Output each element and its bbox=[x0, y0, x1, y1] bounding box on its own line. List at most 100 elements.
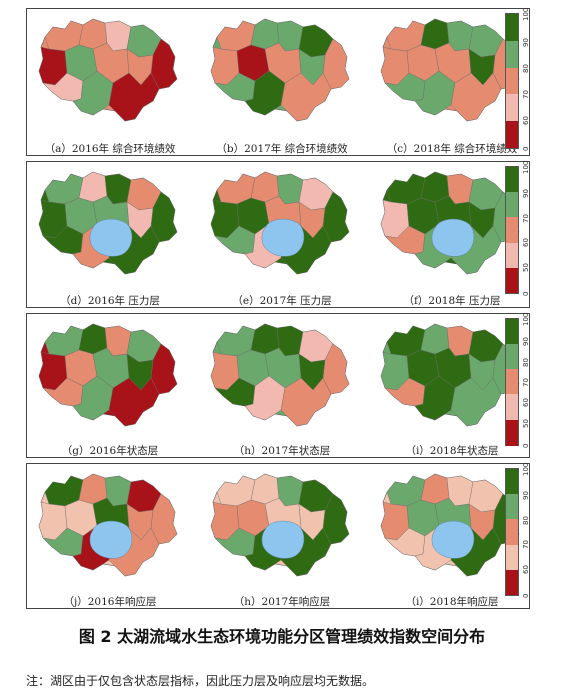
district-area bbox=[420, 323, 450, 355]
district-area bbox=[450, 377, 502, 427]
map-cell: （g）2016年状态层 bbox=[35, 320, 185, 457]
color-legend: 100 90 80 70 60 0 bbox=[505, 8, 545, 151]
legend-tick-label: 60 bbox=[522, 398, 530, 408]
map-cell: （e）2017年 压力层 bbox=[207, 168, 357, 307]
taihu-lake bbox=[431, 520, 475, 559]
map-caption: （h）2017年状态层 bbox=[233, 445, 331, 457]
map-panel: （j）2016年响应层 （h）2017年响应层 （i）2018年响应层 100 90 80… bbox=[26, 463, 530, 609]
legend-swatch bbox=[506, 167, 518, 193]
region-map bbox=[38, 171, 178, 275]
legend-tick-label: 80 bbox=[522, 64, 530, 73]
color-legend: 100 90 70 60 50 0 bbox=[505, 161, 545, 296]
legend-swatch bbox=[506, 394, 518, 420]
district-area bbox=[244, 70, 286, 116]
region-map bbox=[210, 18, 350, 122]
legend-tick-label: 60 bbox=[522, 238, 530, 248]
region-map bbox=[38, 323, 178, 427]
legend-swatch bbox=[506, 494, 518, 520]
district-area bbox=[72, 70, 114, 116]
district-area bbox=[78, 473, 108, 505]
legend-tick-label: 70 bbox=[522, 378, 530, 387]
district-area bbox=[450, 72, 502, 122]
legend-color-bar bbox=[505, 318, 519, 446]
region-map bbox=[380, 18, 520, 122]
map-cell: （a）2016年 综合环境绩效 bbox=[35, 15, 185, 155]
legend-swatch bbox=[506, 519, 518, 545]
legend-tick-label: 100 bbox=[522, 160, 530, 174]
map-caption: （h）2017年响应层 bbox=[233, 596, 331, 608]
legend-tick-label: 100 bbox=[522, 7, 530, 21]
legend-swatch bbox=[506, 469, 518, 495]
legend-tick-label: 0 bbox=[522, 443, 530, 448]
map-cell: （i）2018年响应层 bbox=[377, 470, 527, 608]
district-area bbox=[420, 18, 450, 50]
map-caption: （c）2018年 综合环境绩效 bbox=[386, 143, 518, 155]
legend-tick-label: 70 bbox=[522, 90, 530, 99]
legend-tick-label: 0 bbox=[522, 146, 530, 151]
color-legend: 100 90 80 70 60 50 0 bbox=[505, 313, 545, 448]
map-cell: （d）2016年 压力层 bbox=[35, 168, 185, 307]
legend-swatch bbox=[506, 369, 518, 395]
legend-swatch bbox=[506, 14, 518, 41]
map-cell: （h）2017年状态层 bbox=[207, 320, 357, 457]
legend-tick-label: 0 bbox=[522, 291, 530, 296]
legend-color-bar bbox=[505, 468, 519, 596]
legend-tick-label: 100 bbox=[522, 462, 530, 476]
taihu-lake bbox=[261, 218, 305, 257]
color-legend: 100 90 80 70 60 0 bbox=[505, 463, 545, 598]
taihu-lake bbox=[431, 218, 475, 257]
taihu-lake bbox=[89, 520, 133, 559]
map-cell: （b）2017年 综合环境绩效 bbox=[207, 15, 357, 155]
region-map bbox=[210, 473, 350, 577]
district-area bbox=[244, 375, 286, 421]
map-caption: （j）2016年响应层 bbox=[63, 596, 157, 608]
map-cell: （c）2018年 综合环境绩效 bbox=[377, 15, 527, 155]
district-area bbox=[108, 72, 160, 122]
legend-swatch bbox=[506, 67, 518, 95]
region-map bbox=[380, 171, 520, 275]
map-cell: （i）2018年状态层 bbox=[377, 320, 527, 457]
map-cell: （f）2018年 压力层 bbox=[377, 168, 527, 307]
region-map bbox=[380, 323, 520, 427]
legend-tick-label: 0 bbox=[522, 593, 530, 598]
map-caption: （f）2018年 压力层 bbox=[403, 295, 501, 307]
legend-swatch bbox=[506, 569, 518, 595]
legend-swatch bbox=[506, 121, 518, 148]
legend-tick-label: 50 bbox=[522, 262, 530, 272]
legend-swatch bbox=[506, 319, 518, 345]
map-caption: （g）2016年状态层 bbox=[61, 445, 159, 457]
map-caption: （d）2016年 压力层 bbox=[60, 295, 160, 307]
legend-swatch bbox=[506, 40, 518, 68]
legend-swatch bbox=[506, 344, 518, 370]
legend-tick-label: 60 bbox=[522, 116, 530, 125]
legend-tick-label: 90 bbox=[522, 491, 530, 501]
map-cell: （j）2016年响应层 bbox=[35, 470, 185, 608]
district-area bbox=[250, 473, 280, 505]
taihu-lake bbox=[261, 520, 305, 559]
map-cell: （h）2017年响应层 bbox=[207, 470, 357, 608]
footnote: 注：湖区由于仅包含状态层指标，因此压力层及响应层均无数据。 bbox=[26, 674, 375, 688]
legend-swatch bbox=[506, 544, 518, 570]
region-map bbox=[38, 473, 178, 577]
map-caption: （i）2018年响应层 bbox=[405, 596, 499, 608]
region-map bbox=[210, 171, 350, 275]
district-area bbox=[250, 171, 280, 203]
legend-tick-label: 50 bbox=[522, 418, 530, 428]
legend-tick-label: 90 bbox=[522, 337, 530, 347]
legend-color-bar bbox=[505, 166, 519, 294]
district-area bbox=[414, 375, 456, 421]
legend-tick-label: 80 bbox=[522, 357, 530, 367]
district-area bbox=[72, 375, 114, 421]
district-area bbox=[414, 70, 456, 116]
district-area bbox=[250, 323, 280, 355]
legend-tick-label: 70 bbox=[522, 540, 530, 550]
figure-title: 图 2 太湖流域水生态环境功能分区管理绩效指数空间分布 bbox=[78, 627, 486, 646]
district-area bbox=[78, 18, 108, 50]
map-panel: （a）2016年 综合环境绩效 （b）2017年 综合环境绩效 （c）2018年 综… bbox=[26, 8, 530, 156]
district-area bbox=[78, 323, 108, 355]
map-caption: （b）2017年 综合环境绩效 bbox=[216, 143, 348, 155]
district-area bbox=[280, 72, 332, 122]
legend-swatch bbox=[506, 242, 518, 268]
map-panel: （d）2016年 压力层 （e）2017年 压力层 （f）2018年 压力层 100 9… bbox=[26, 161, 530, 308]
district-area bbox=[250, 18, 280, 50]
